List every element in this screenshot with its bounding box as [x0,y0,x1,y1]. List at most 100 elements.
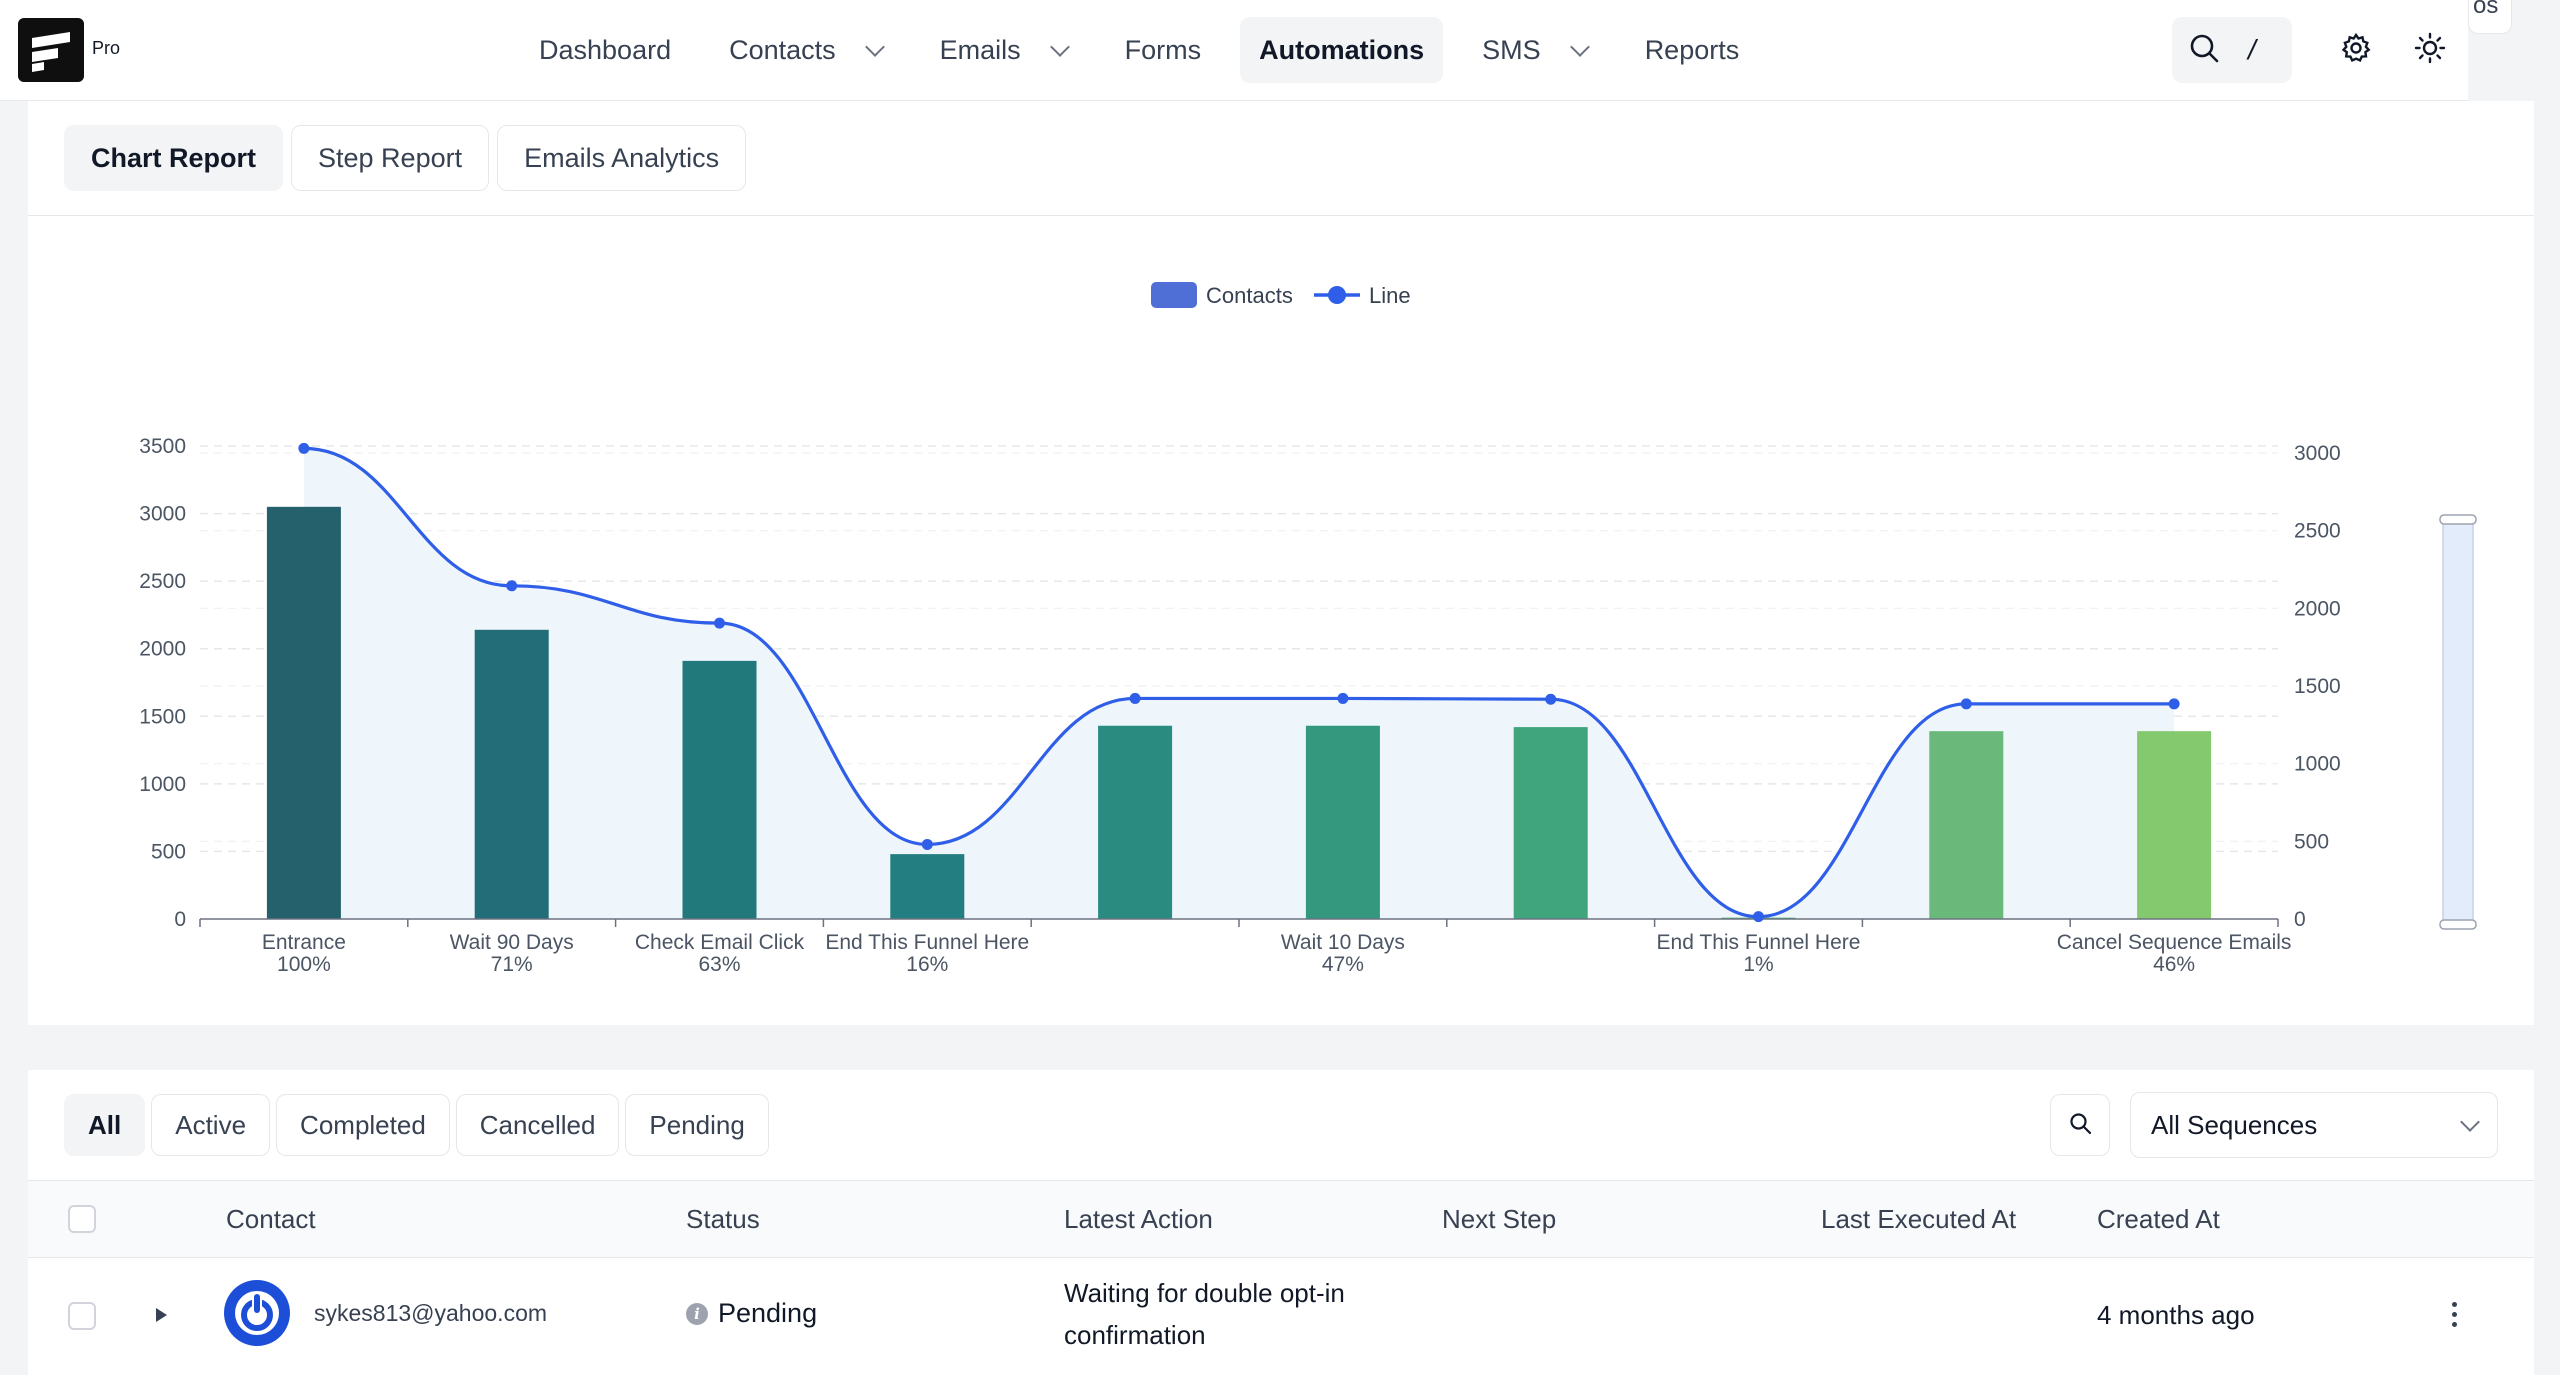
filter-pending[interactable]: Pending [625,1094,769,1156]
x-tick-label: Wait 10 Days [1281,931,1405,954]
y-right-tick-label: 2000 [2294,597,2341,620]
nav-item-label: Automations [1259,34,1425,65]
filter-active[interactable]: Active [151,1094,271,1156]
tab-chart-report[interactable]: Chart Report [64,125,284,191]
contact-email[interactable]: sykes813@yahoo.com [314,1300,548,1326]
column-header-contact[interactable]: Contact [226,1203,316,1234]
line-point [1129,692,1141,704]
column-header-next-step[interactable]: Next Step [1442,1203,1557,1234]
zoom-slider-track [2442,520,2474,927]
main-menu: Dashboard Contacts Emails Forms Automations S… [520,17,1778,83]
select-all-checkbox[interactable] [68,1205,96,1233]
y-right-tick-label: 0 [2294,908,2306,931]
bar-contacts [2137,731,2212,919]
line-point [298,442,310,454]
nav-item-dashboard[interactable]: Dashboard [520,17,690,83]
row-actions-button[interactable] [2440,1294,2468,1334]
line-point [1545,693,1557,705]
nav-item-label: Contacts [729,34,836,65]
divider [28,215,2534,216]
table-row[interactable]: sykes813@yahoo.com i Pending Waiting for… [28,1258,2534,1375]
bar-contacts [1513,727,1588,919]
filter-all[interactable]: All [64,1094,146,1156]
y-left-tick-label: 1500 [139,705,186,728]
tab-step-report[interactable]: Step Report [291,125,490,191]
settings-button[interactable] [2326,20,2386,80]
nav-item-reports[interactable]: Reports [1626,17,1759,83]
column-header-last-executed-at[interactable]: Last Executed At [1821,1203,2017,1234]
column-header-status[interactable]: Status [686,1203,760,1234]
bar-contacts [890,854,965,919]
table-search-button[interactable] [2050,1094,2110,1156]
table-header: Contact Status Latest Action Next Step L… [28,1180,2534,1258]
theme-toggle-button[interactable] [2400,20,2460,80]
status-badge: i Pending [686,1298,817,1329]
nav-item-label: SMS [1482,34,1541,65]
search-icon [2068,1111,2092,1140]
nav-item-contacts[interactable]: Contacts [710,17,901,83]
series-line [303,446,2175,919]
status-label: Pending [718,1298,818,1328]
caret-right-icon [156,1308,167,1322]
select-all-cell [68,1181,96,1257]
nav-item-emails[interactable]: Emails [921,17,1086,83]
x-tick-label: Check Email Click [635,931,805,954]
y-right-tick-label: 2500 [2294,520,2341,543]
expand-row-button[interactable] [152,1306,170,1324]
line-point [1753,911,1764,923]
nav-item-sms[interactable]: SMS [1463,17,1606,83]
contact-avatar[interactable] [224,1280,290,1346]
chevron-down-icon [2460,1112,2480,1132]
sequence-select[interactable]: All Sequences [2130,1092,2498,1158]
nav-item-forms[interactable]: Forms [1106,17,1221,83]
bar-contacts [682,660,757,919]
more-vertical-icon [2451,1301,2457,1327]
filter-completed[interactable]: Completed [276,1094,450,1156]
status-filters: All Active Completed Cancelled Pending [64,1094,769,1156]
filter-cancelled[interactable]: Cancelled [455,1094,620,1156]
line-point [1960,698,1972,710]
top-navigation: Pro Dashboard Contacts Emails Forms Automati… [0,0,2468,101]
column-header-latest-action[interactable]: Latest Action [1064,1203,1213,1234]
nav-item-automations[interactable]: Automations [1240,17,1444,83]
avatar [224,1280,290,1346]
y-left-tick-label: 1000 [139,773,186,796]
sequence-select-value: All Sequences [2151,1109,2318,1140]
tab-emails-analytics[interactable]: Emails Analytics [497,125,747,191]
line-point [921,838,933,850]
global-search-button[interactable]: / [2172,17,2292,83]
background-panel-text: os [2473,0,2499,19]
legend-label-contacts: Contacts [1206,283,1293,308]
chart-svg: 0 500 1000 1500 2000 2500 3000 3500 0 500 1000 1500… [139,282,2477,976]
x-tick-label: End This Funnel Here [825,931,1029,954]
x-tick-percent-label: 46% [2153,953,2195,976]
y-left-tick-label: 3500 [139,435,186,458]
gear-icon [2340,32,2372,69]
y-right-tick-label: 1000 [2294,753,2341,776]
latest-action-text-continued: confirmation [1064,1320,1206,1350]
x-tick-percent-label: 16% [906,953,948,976]
bar-contacts [1929,731,2004,919]
legend-label-line: Line [1369,283,1411,308]
plan-badge: Pro [92,38,121,58]
column-header-created-at[interactable]: Created At [2097,1203,2220,1234]
row-checkbox[interactable] [68,1302,96,1330]
power-icon [226,1282,288,1344]
latest-action-text: Waiting for double opt-in [1064,1278,1345,1308]
line-point [714,617,725,629]
y-right-tick-label: 500 [2294,830,2329,853]
x-tick-percent-label: 1% [1743,953,1773,976]
nav-item-label: Forms [1124,34,1202,65]
x-tick-percent-label: 71% [491,953,533,976]
x-tick-label: End This Funnel Here [1657,931,1861,954]
x-tick-percent-label: 47% [1322,953,1364,976]
x-tick-percent-label: 63% [698,953,740,976]
chevron-down-icon [864,37,885,57]
nav-item-label: Emails [939,34,1021,65]
app-logo[interactable] [18,18,84,82]
search-icon [2188,32,2220,69]
chevron-down-icon [1049,37,1070,57]
chevron-down-icon [1569,37,1590,57]
line-point [1337,692,1349,704]
y-left-tick-label: 0 [174,908,186,931]
